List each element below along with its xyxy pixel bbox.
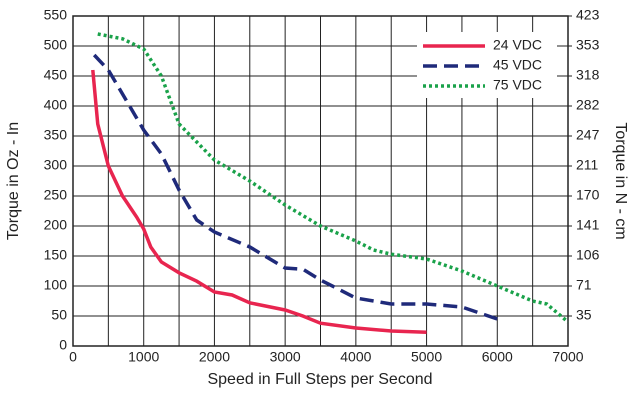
y-tick-label: 450: [44, 67, 68, 83]
x-axis-title: Speed in Full Steps per Second: [207, 371, 432, 388]
y-tick-label: 150: [44, 247, 68, 263]
plot-frame: [72, 15, 569, 347]
x-tick-label: 7000: [552, 349, 583, 365]
y2-tick-label: 247: [576, 127, 600, 143]
y-tick-label: 350: [44, 127, 68, 143]
y2-tick-label: 106: [576, 247, 600, 263]
legend-box: [417, 32, 557, 98]
y-tick-label: 200: [44, 217, 68, 233]
y2-tick-label: 211: [576, 157, 599, 173]
y2-tick-label: 423: [576, 7, 600, 23]
y-tick-label: 0: [59, 337, 67, 353]
legend-label: 75 VDC: [493, 77, 542, 93]
y2-tick-label: 353: [576, 37, 600, 53]
series-line: [97, 32, 570, 324]
y-tick-label: 550: [44, 7, 68, 23]
y2-axis-title: Torque in N - cm: [612, 122, 629, 239]
x-tick-label: 3000: [270, 349, 301, 365]
series-line: [92, 53, 498, 321]
legend-label: 45 VDC: [493, 57, 542, 73]
y2-tick-label: 170: [576, 187, 600, 203]
y-axis-title: Torque in Oz - In: [5, 122, 22, 240]
x-tick-label: 6000: [482, 349, 513, 365]
series-line: [91, 69, 427, 334]
y2-tick-label: 141: [576, 217, 600, 233]
x-tick-label: 4000: [340, 349, 371, 365]
legend-label: 24 VDC: [493, 37, 542, 53]
y2-tick-label: 71: [576, 277, 592, 293]
x-tick-label: 2000: [199, 349, 230, 365]
y2-tick-label: 318: [576, 67, 600, 83]
x-tick-label: 5000: [411, 349, 442, 365]
y2-tick-label: 282: [576, 97, 600, 113]
y-tick-label: 50: [51, 307, 67, 323]
y-tick-label: 250: [44, 187, 68, 203]
y-tick-label: 300: [44, 157, 68, 173]
x-tick-label: 1000: [128, 349, 159, 365]
y-tick-label: 400: [44, 97, 68, 113]
y-tick-label: 100: [44, 277, 68, 293]
y-tick-label: 500: [44, 37, 68, 53]
y2-tick-label: 35: [576, 307, 592, 323]
x-tick-label: 0: [69, 349, 77, 365]
